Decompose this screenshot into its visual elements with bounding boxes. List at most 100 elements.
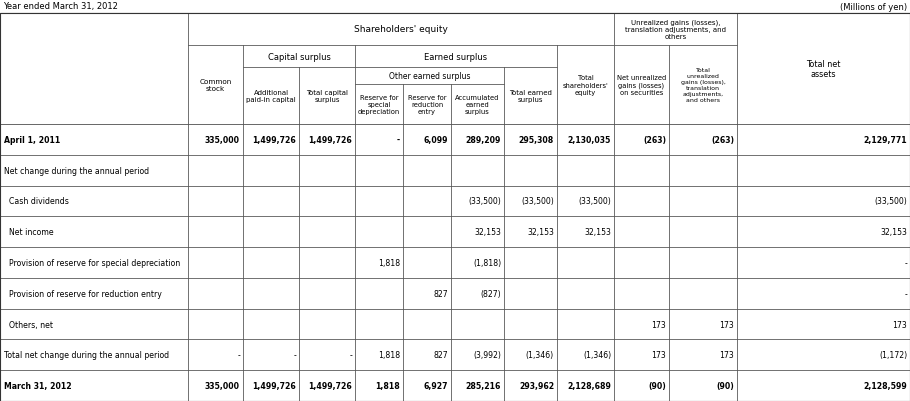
- Bar: [451, 247, 504, 278]
- Bar: [557, 217, 614, 247]
- Bar: [614, 309, 669, 340]
- Bar: [557, 370, 614, 401]
- Text: -: -: [905, 258, 907, 267]
- Bar: [737, 247, 910, 278]
- Bar: [299, 247, 355, 278]
- Bar: [355, 309, 403, 340]
- Text: 173: 173: [652, 350, 666, 359]
- Text: (3,992): (3,992): [473, 350, 501, 359]
- Bar: [188, 309, 243, 340]
- Text: 827: 827: [433, 350, 448, 359]
- Bar: [669, 370, 737, 401]
- Bar: [504, 125, 557, 156]
- Bar: [403, 85, 451, 125]
- Bar: [0, 247, 188, 278]
- Bar: [355, 217, 403, 247]
- Text: Shareholders' equity: Shareholders' equity: [354, 25, 448, 34]
- Bar: [403, 156, 451, 186]
- Bar: [669, 247, 737, 278]
- Bar: [504, 247, 557, 278]
- Text: 335,000: 335,000: [205, 136, 240, 144]
- Text: (33,500): (33,500): [469, 197, 501, 206]
- Bar: [504, 186, 557, 217]
- Bar: [614, 370, 669, 401]
- Text: 173: 173: [719, 320, 734, 329]
- Text: Accumulated
earned
surplus: Accumulated earned surplus: [455, 95, 500, 115]
- Bar: [299, 370, 355, 401]
- Bar: [451, 370, 504, 401]
- Text: Capital surplus: Capital surplus: [268, 53, 330, 61]
- Text: 32,153: 32,153: [474, 228, 501, 237]
- Bar: [0, 186, 188, 217]
- Bar: [614, 186, 669, 217]
- Text: Net income: Net income: [4, 228, 54, 237]
- Bar: [557, 278, 614, 309]
- Bar: [243, 340, 299, 370]
- Bar: [0, 309, 188, 340]
- Text: Reserve for
special
depreciation: Reserve for special depreciation: [358, 95, 400, 115]
- Text: -: -: [905, 289, 907, 298]
- Text: 173: 173: [719, 350, 734, 359]
- Text: -: -: [397, 136, 400, 144]
- Bar: [188, 125, 243, 156]
- Bar: [0, 370, 188, 401]
- Bar: [243, 217, 299, 247]
- Bar: [614, 247, 669, 278]
- Bar: [669, 156, 737, 186]
- Text: 173: 173: [652, 320, 666, 329]
- Text: Net unrealized
gains (losses)
on securities: Net unrealized gains (losses) on securit…: [617, 75, 666, 95]
- Bar: [737, 186, 910, 217]
- Text: 295,308: 295,308: [519, 136, 554, 144]
- Bar: [669, 278, 737, 309]
- Bar: [557, 46, 614, 125]
- Bar: [188, 278, 243, 309]
- Bar: [504, 278, 557, 309]
- Bar: [737, 14, 910, 125]
- Bar: [403, 309, 451, 340]
- Bar: [188, 46, 243, 125]
- Bar: [299, 309, 355, 340]
- Text: (33,500): (33,500): [875, 197, 907, 206]
- Bar: [614, 340, 669, 370]
- Text: Total earned
surplus: Total earned surplus: [509, 90, 552, 103]
- Bar: [243, 278, 299, 309]
- Bar: [451, 85, 504, 125]
- Bar: [243, 125, 299, 156]
- Bar: [403, 247, 451, 278]
- Bar: [451, 156, 504, 186]
- Bar: [614, 46, 669, 125]
- Text: (1,346): (1,346): [583, 350, 611, 359]
- Text: Year ended March 31, 2012: Year ended March 31, 2012: [3, 2, 118, 12]
- Text: (33,500): (33,500): [578, 197, 611, 206]
- Text: 173: 173: [892, 320, 907, 329]
- Bar: [403, 340, 451, 370]
- Text: Total net change during the annual period: Total net change during the annual perio…: [4, 350, 169, 359]
- Bar: [614, 156, 669, 186]
- Text: 1,499,726: 1,499,726: [308, 136, 352, 144]
- Text: 32,153: 32,153: [584, 228, 611, 237]
- Bar: [669, 217, 737, 247]
- Bar: [614, 14, 737, 46]
- Bar: [299, 217, 355, 247]
- Bar: [243, 156, 299, 186]
- Text: Unrealized gains (losses),
translation adjustments, and
others: Unrealized gains (losses), translation a…: [625, 20, 726, 40]
- Bar: [614, 125, 669, 156]
- Bar: [243, 370, 299, 401]
- Bar: [355, 278, 403, 309]
- Bar: [0, 125, 188, 156]
- Text: 32,153: 32,153: [527, 228, 554, 237]
- Bar: [299, 68, 355, 125]
- Bar: [355, 247, 403, 278]
- Bar: [451, 186, 504, 217]
- Bar: [557, 186, 614, 217]
- Bar: [737, 278, 910, 309]
- Bar: [504, 340, 557, 370]
- Text: 6,927: 6,927: [423, 381, 448, 390]
- Bar: [504, 309, 557, 340]
- Text: (1,818): (1,818): [473, 258, 501, 267]
- Text: (1,172): (1,172): [879, 350, 907, 359]
- Text: 1,499,726: 1,499,726: [308, 381, 352, 390]
- Text: (33,500): (33,500): [521, 197, 554, 206]
- Bar: [669, 46, 737, 125]
- Bar: [0, 14, 188, 125]
